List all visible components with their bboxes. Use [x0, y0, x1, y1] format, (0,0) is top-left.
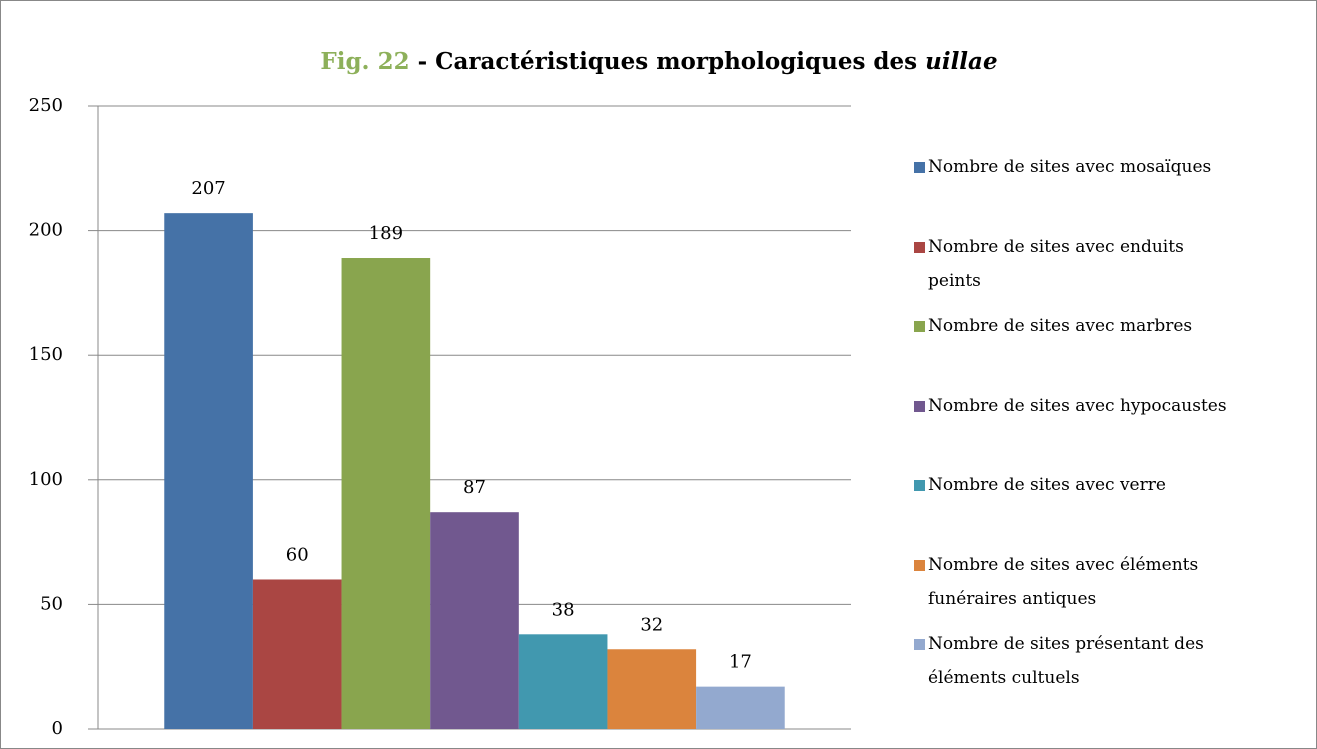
y-tick-label: 200 [29, 220, 63, 241]
legend-item: Nombre de sites avec enduits peints [914, 230, 1234, 298]
value-label: 207 [191, 178, 225, 199]
y-tick-label: 100 [29, 469, 63, 490]
value-label: 60 [286, 544, 309, 565]
legend-item: Nombre de sites présentant des éléments … [914, 627, 1234, 695]
legend-item: Nombre de sites avec éléments funéraires… [914, 548, 1234, 616]
legend-swatch [914, 241, 925, 253]
legend-swatch [914, 559, 925, 571]
y-tick-label: 250 [29, 95, 63, 116]
value-label: 32 [640, 614, 663, 635]
bar [252, 579, 342, 729]
legend-swatch [914, 321, 925, 332]
bar [607, 649, 697, 729]
value-label: 38 [552, 599, 575, 620]
legend-item: Nombre de sites avec hypocaustes [914, 389, 1234, 423]
bar [696, 686, 785, 729]
legend-item: Nombre de sites avec marbres [914, 309, 1234, 343]
bar [430, 512, 519, 729]
legend-label: Nombre de sites avec hypocaustes [928, 395, 1227, 416]
bar [341, 258, 431, 729]
value-label: 17 [729, 652, 752, 673]
legend-label: Nombre de sites avec verre [928, 475, 1166, 495]
legend-swatch [914, 162, 925, 173]
chart-title: Fig. 22 - Caractéristiques morphologique… [320, 48, 997, 75]
legend-swatch [914, 480, 925, 491]
y-tick-label: 150 [29, 344, 63, 365]
title-main: - Caractéristiques morphologiques des [418, 48, 918, 75]
title-fig: Fig. 22 [320, 48, 409, 75]
legend-label: Nombre de sites avec éléments funéraires… [928, 554, 1199, 609]
value-label: 189 [369, 223, 403, 244]
legend-item: Nombre de sites avec verre [914, 468, 1234, 502]
y-tick-label: 50 [40, 593, 63, 614]
legend-label: Nombre de sites avec enduits peints [928, 236, 1184, 291]
legend-item: Nombre de sites avec mosaïques [914, 150, 1234, 184]
bar [164, 213, 253, 729]
title-italic: uillae [925, 48, 997, 75]
legend-label: Nombre de sites avec marbres [928, 316, 1193, 336]
legend-label: Nombre de sites avec mosaïques [928, 157, 1212, 177]
bar [518, 634, 608, 729]
legend-label: Nombre de sites présentant des éléments … [928, 634, 1204, 688]
value-label: 87 [463, 477, 486, 498]
legend-swatch [914, 639, 925, 650]
legend-swatch [914, 400, 925, 412]
y-tick-label: 0 [52, 718, 63, 739]
